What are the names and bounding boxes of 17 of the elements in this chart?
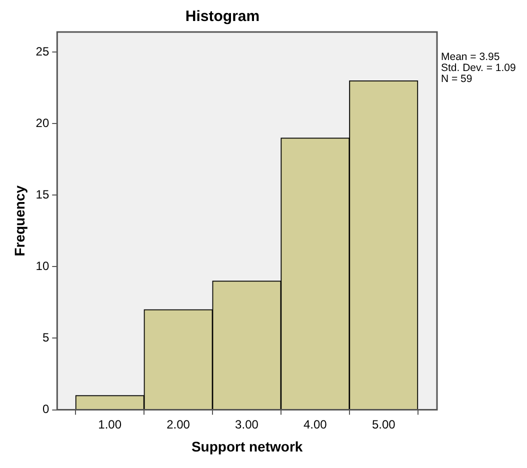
- y-tick-label: 20: [36, 116, 50, 130]
- x-tick-label: 2.00: [166, 417, 190, 432]
- x-tick-label: 5.00: [372, 417, 396, 432]
- y-axis-title: Frequency: [11, 185, 28, 256]
- text: N = 59: [441, 73, 472, 86]
- text: Mean = 3.95: [441, 51, 500, 64]
- y-tick-label: 25: [36, 44, 50, 58]
- y-tick-label: 15: [36, 187, 50, 202]
- text: Std. Dev. = 1.09: [441, 62, 516, 74]
- y-tick-label: 10: [36, 259, 50, 274]
- y-tick-label: 0: [42, 402, 50, 416]
- x-tick-label: 3.00: [235, 417, 259, 432]
- chart-title: Histogram: [185, 8, 260, 26]
- x-tick-label: 4.00: [303, 417, 328, 432]
- y-tick-label: 5: [42, 330, 50, 345]
- x-axis-title: Support network: [191, 438, 303, 454]
- x-tick-label: 1.00: [98, 417, 122, 432]
